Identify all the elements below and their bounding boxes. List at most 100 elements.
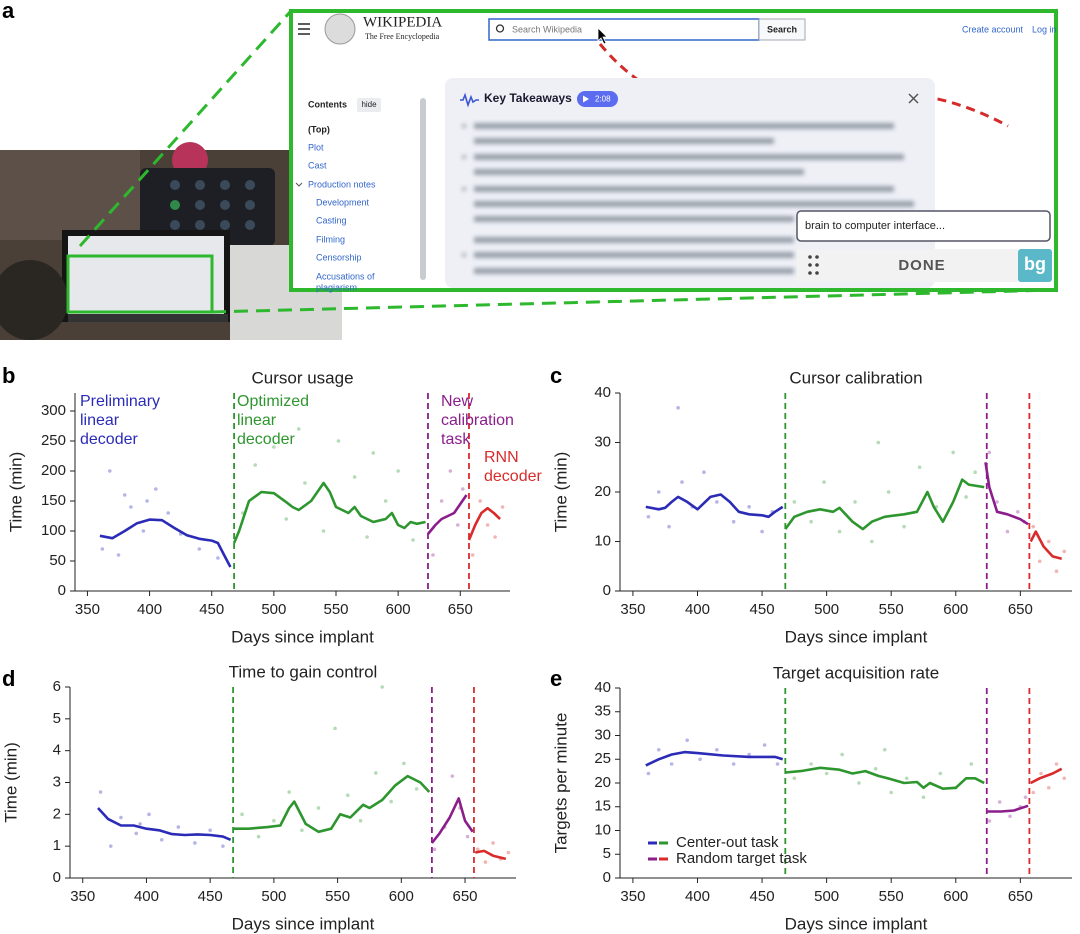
data-point	[904, 776, 909, 781]
data-point	[414, 787, 419, 791]
toc-caret[interactable]	[295, 182, 303, 187]
y-tick-label: 300	[41, 402, 66, 419]
search-button-label: Search	[767, 24, 797, 34]
data-point	[646, 514, 651, 519]
toc-item[interactable]: Production notes	[308, 179, 376, 189]
data-point	[98, 790, 103, 794]
y-tick-label: 100	[41, 522, 66, 539]
data-point	[122, 493, 127, 497]
done-button[interactable]: DONE	[898, 257, 945, 274]
data-point	[321, 529, 326, 533]
wiki-logo[interactable]	[324, 13, 356, 45]
menu-icon[interactable]	[298, 23, 310, 35]
data-point	[108, 469, 112, 473]
toc-item[interactable]: plagiarism	[316, 282, 357, 292]
data-point	[129, 505, 133, 509]
data-point	[1062, 776, 1067, 781]
data-point	[876, 440, 881, 445]
panel-label: a	[2, 0, 15, 23]
data-point	[840, 752, 844, 757]
y-tick-label: 40	[594, 384, 611, 401]
data-point	[951, 450, 955, 455]
data-point	[715, 500, 719, 504]
drag-handle[interactable]	[808, 255, 819, 275]
data-point	[656, 490, 661, 494]
data-point	[478, 499, 482, 503]
data-point	[882, 747, 887, 752]
toc-item[interactable]: Accusations of	[316, 271, 375, 281]
y-tick-label: 4	[53, 742, 61, 759]
audio-pill[interactable]	[577, 91, 618, 107]
x-tick-label: 550	[325, 888, 350, 905]
line	[645, 493, 784, 519]
data-point	[147, 812, 151, 817]
data-point	[256, 834, 261, 839]
data-point	[176, 825, 181, 829]
data-point	[667, 524, 671, 529]
data-point	[809, 762, 813, 766]
data-point	[853, 500, 857, 504]
annotation: RNN	[484, 449, 519, 466]
data-point	[731, 762, 736, 766]
toc-item[interactable]: Plot	[308, 142, 324, 152]
y-axis-label: Time (min)	[551, 452, 570, 533]
x-tick-label: 600	[386, 601, 411, 618]
x-tick-label: 450	[750, 888, 775, 905]
toc-item[interactable]: Filming	[316, 234, 345, 244]
toc-item[interactable]: Censorship	[316, 252, 362, 262]
x-tick-label: 650	[448, 601, 473, 618]
y-tick-label: 0	[58, 582, 66, 599]
contents-hide-label: hide	[361, 100, 377, 109]
data-point	[987, 450, 992, 455]
data-point	[208, 828, 212, 833]
toc-item[interactable]: Casting	[316, 215, 347, 225]
data-point	[824, 771, 829, 776]
data-point	[475, 847, 480, 852]
x-tick-label: 400	[137, 601, 162, 618]
data-point	[1046, 539, 1051, 544]
toc-item[interactable]: Development	[316, 197, 370, 207]
line	[474, 849, 507, 861]
data-point	[483, 860, 488, 864]
annotation: Optimized	[237, 393, 309, 410]
x-tick-label: 500	[261, 601, 286, 618]
toc-item[interactable]: Cast	[308, 160, 327, 170]
done-bar[interactable]	[797, 249, 1018, 282]
scrollbar[interactable]	[420, 98, 426, 280]
search-button[interactable]	[758, 18, 806, 41]
y-tick-label: 30	[594, 726, 611, 743]
panel-label: d	[2, 666, 15, 691]
legend-label: Center-out task	[676, 834, 779, 851]
line	[984, 462, 1029, 526]
data-point	[460, 487, 465, 491]
data-point	[300, 828, 304, 833]
create-account-link[interactable]: Create account	[962, 24, 1024, 34]
data-point	[1015, 510, 1020, 514]
toc-item[interactable]: (Top)	[308, 124, 330, 134]
x-tick-label: 650	[1008, 601, 1033, 618]
data-point	[1054, 762, 1059, 766]
zoom-source-box	[66, 254, 214, 314]
extension-badge[interactable]	[1018, 249, 1052, 282]
text-input[interactable]	[796, 210, 1051, 242]
contents-hide-button[interactable]	[357, 98, 381, 112]
close-icon[interactable]	[908, 93, 919, 104]
data-point	[371, 451, 376, 455]
data-point	[870, 539, 874, 544]
data-point	[240, 812, 244, 817]
x-tick-label: 600	[943, 601, 968, 618]
line	[467, 506, 501, 541]
data-point	[964, 495, 968, 499]
data-point	[431, 553, 435, 557]
data-point	[873, 766, 878, 771]
data-point	[159, 838, 164, 842]
y-axis-label: Time (min)	[6, 452, 25, 533]
data-point	[119, 815, 123, 820]
y-tick-label: 25	[594, 750, 611, 767]
log-in-link[interactable]: Log in	[1032, 24, 1057, 34]
data-point	[221, 844, 225, 848]
annotation: calibration	[441, 412, 514, 429]
chart: e Target acquisition rate Days since impla…	[550, 663, 1072, 933]
data-point	[352, 475, 357, 479]
y-tick-label: 150	[41, 492, 66, 509]
